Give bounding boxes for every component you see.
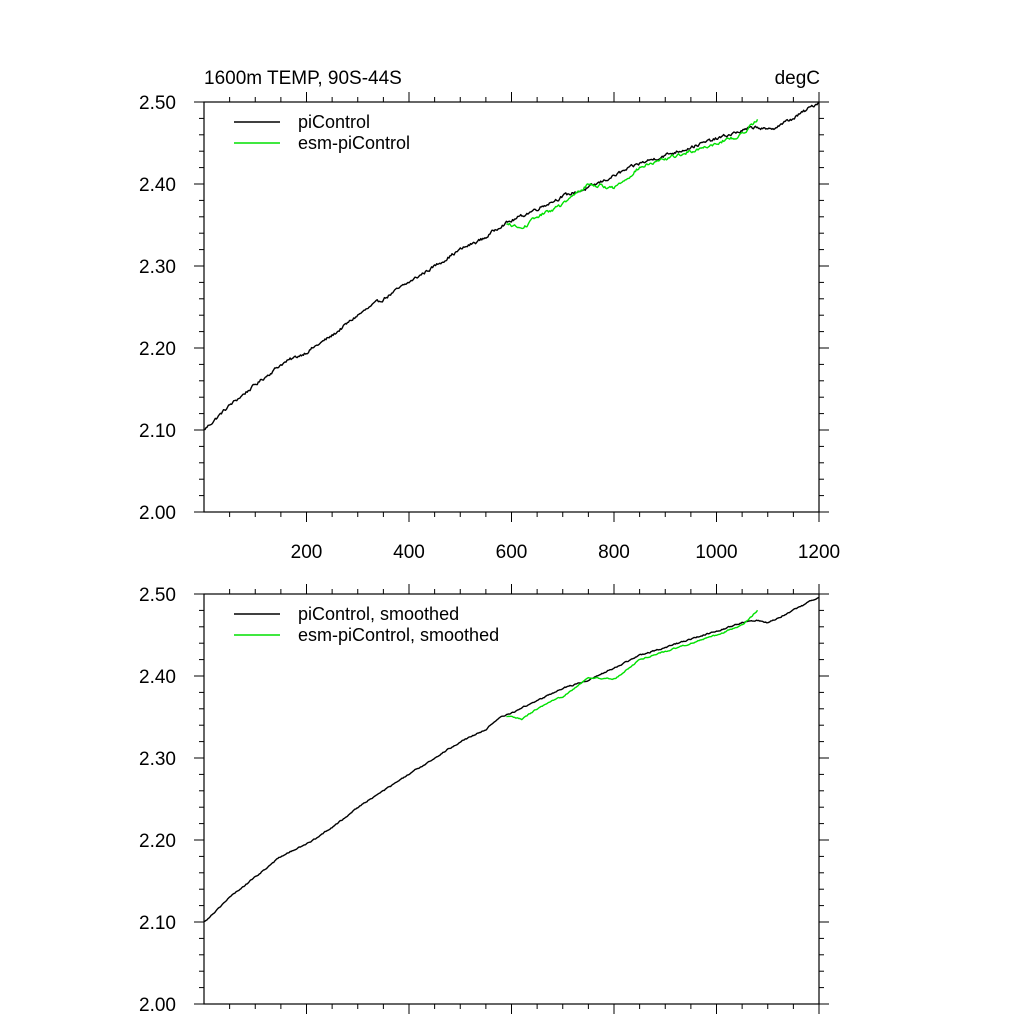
- series-line-esm-picontrol: [506, 119, 759, 230]
- x-tick-label: 1200: [798, 542, 840, 563]
- top-panel: 1600m TEMP, 90S-44S degC 2.00 2.10 2.20 2.3…: [139, 68, 840, 563]
- panel-title: 1600m TEMP, 90S-44S: [204, 68, 402, 89]
- x-tick-label: 200: [291, 542, 323, 563]
- panel-units: degC: [775, 68, 820, 89]
- bottom-panel: 2.00 2.10 2.20 2.30 2.40 2.50 piControl, smoo…: [139, 584, 829, 1016]
- series-line-picontrol: [203, 596, 820, 923]
- x-tick-label: 800: [598, 542, 630, 563]
- y-tick-label: 2.30: [139, 749, 176, 770]
- y-tick-label: 2.10: [139, 913, 176, 934]
- plot-frame: [203, 593, 820, 1005]
- legend-label: esm-piControl: [298, 133, 410, 153]
- y-tick-label: 2.50: [139, 585, 176, 606]
- plot-frame: [203, 101, 820, 513]
- y-tick-label: 2.40: [139, 175, 176, 196]
- series-line-picontrol: [203, 101, 820, 431]
- legend-label: piControl: [298, 112, 370, 132]
- y-tick-label: 2.00: [139, 503, 176, 524]
- y-tick-label: 2.00: [139, 995, 176, 1016]
- x-tick-label: 400: [393, 542, 425, 563]
- y-tick-label: 2.20: [139, 831, 176, 852]
- y-tick-label: 2.30: [139, 257, 176, 278]
- series-line-esm-picontrol: [506, 609, 759, 721]
- y-tick-label: 2.50: [139, 93, 176, 114]
- x-tick-label: 600: [496, 542, 528, 563]
- legend-label: esm-piControl, smoothed: [298, 625, 499, 645]
- legend-label: piControl, smoothed: [298, 604, 459, 624]
- y-tick-label: 2.40: [139, 667, 176, 688]
- x-tick-label: 1000: [695, 542, 737, 563]
- y-tick-label: 2.10: [139, 421, 176, 442]
- y-tick-label: 2.20: [139, 339, 176, 360]
